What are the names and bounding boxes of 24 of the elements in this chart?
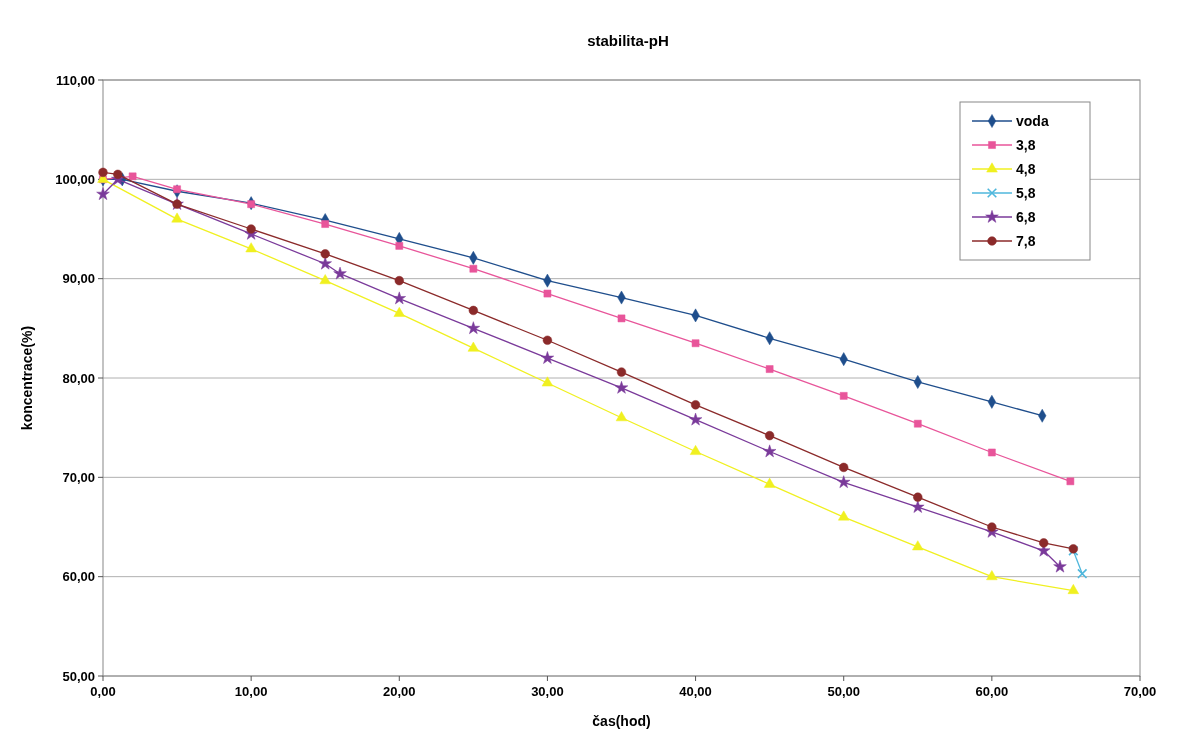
- y-tick-label: 70,00: [62, 469, 95, 485]
- legend-label: 6,8: [1016, 208, 1036, 225]
- y-tick-label: 80,00: [62, 370, 95, 386]
- x-tick-label: 70,00: [1123, 684, 1157, 699]
- x-tick-label: 10,00: [234, 684, 268, 699]
- y-tick-label: 100,00: [55, 171, 95, 187]
- x-tick-label: 60,00: [975, 684, 1009, 699]
- x-tick-label: 30,00: [531, 684, 564, 699]
- y-tick-label: 60,00: [62, 569, 95, 585]
- y-tick-label: 50,00: [62, 668, 95, 684]
- y-axis-title: koncentrace(%): [19, 325, 35, 431]
- x-tick-label: 0,00: [90, 684, 116, 699]
- legend-label: 7,8: [1016, 232, 1036, 249]
- x-tick-label: 20,00: [383, 684, 416, 699]
- legend-label: 4,8: [1016, 160, 1036, 177]
- x-tick-label: 50,00: [827, 684, 860, 699]
- x-tick-label: 40,00: [679, 684, 712, 699]
- y-tick-label: 110,00: [55, 72, 95, 88]
- chart-title: stabilita-pH: [587, 32, 669, 49]
- legend-label: voda: [1016, 112, 1049, 129]
- x-axis-title: čas(hod): [592, 713, 651, 729]
- y-tick-label: 90,00: [62, 271, 95, 287]
- legend-label: 3,8: [1016, 136, 1036, 153]
- legend-label: 5,8: [1016, 184, 1036, 201]
